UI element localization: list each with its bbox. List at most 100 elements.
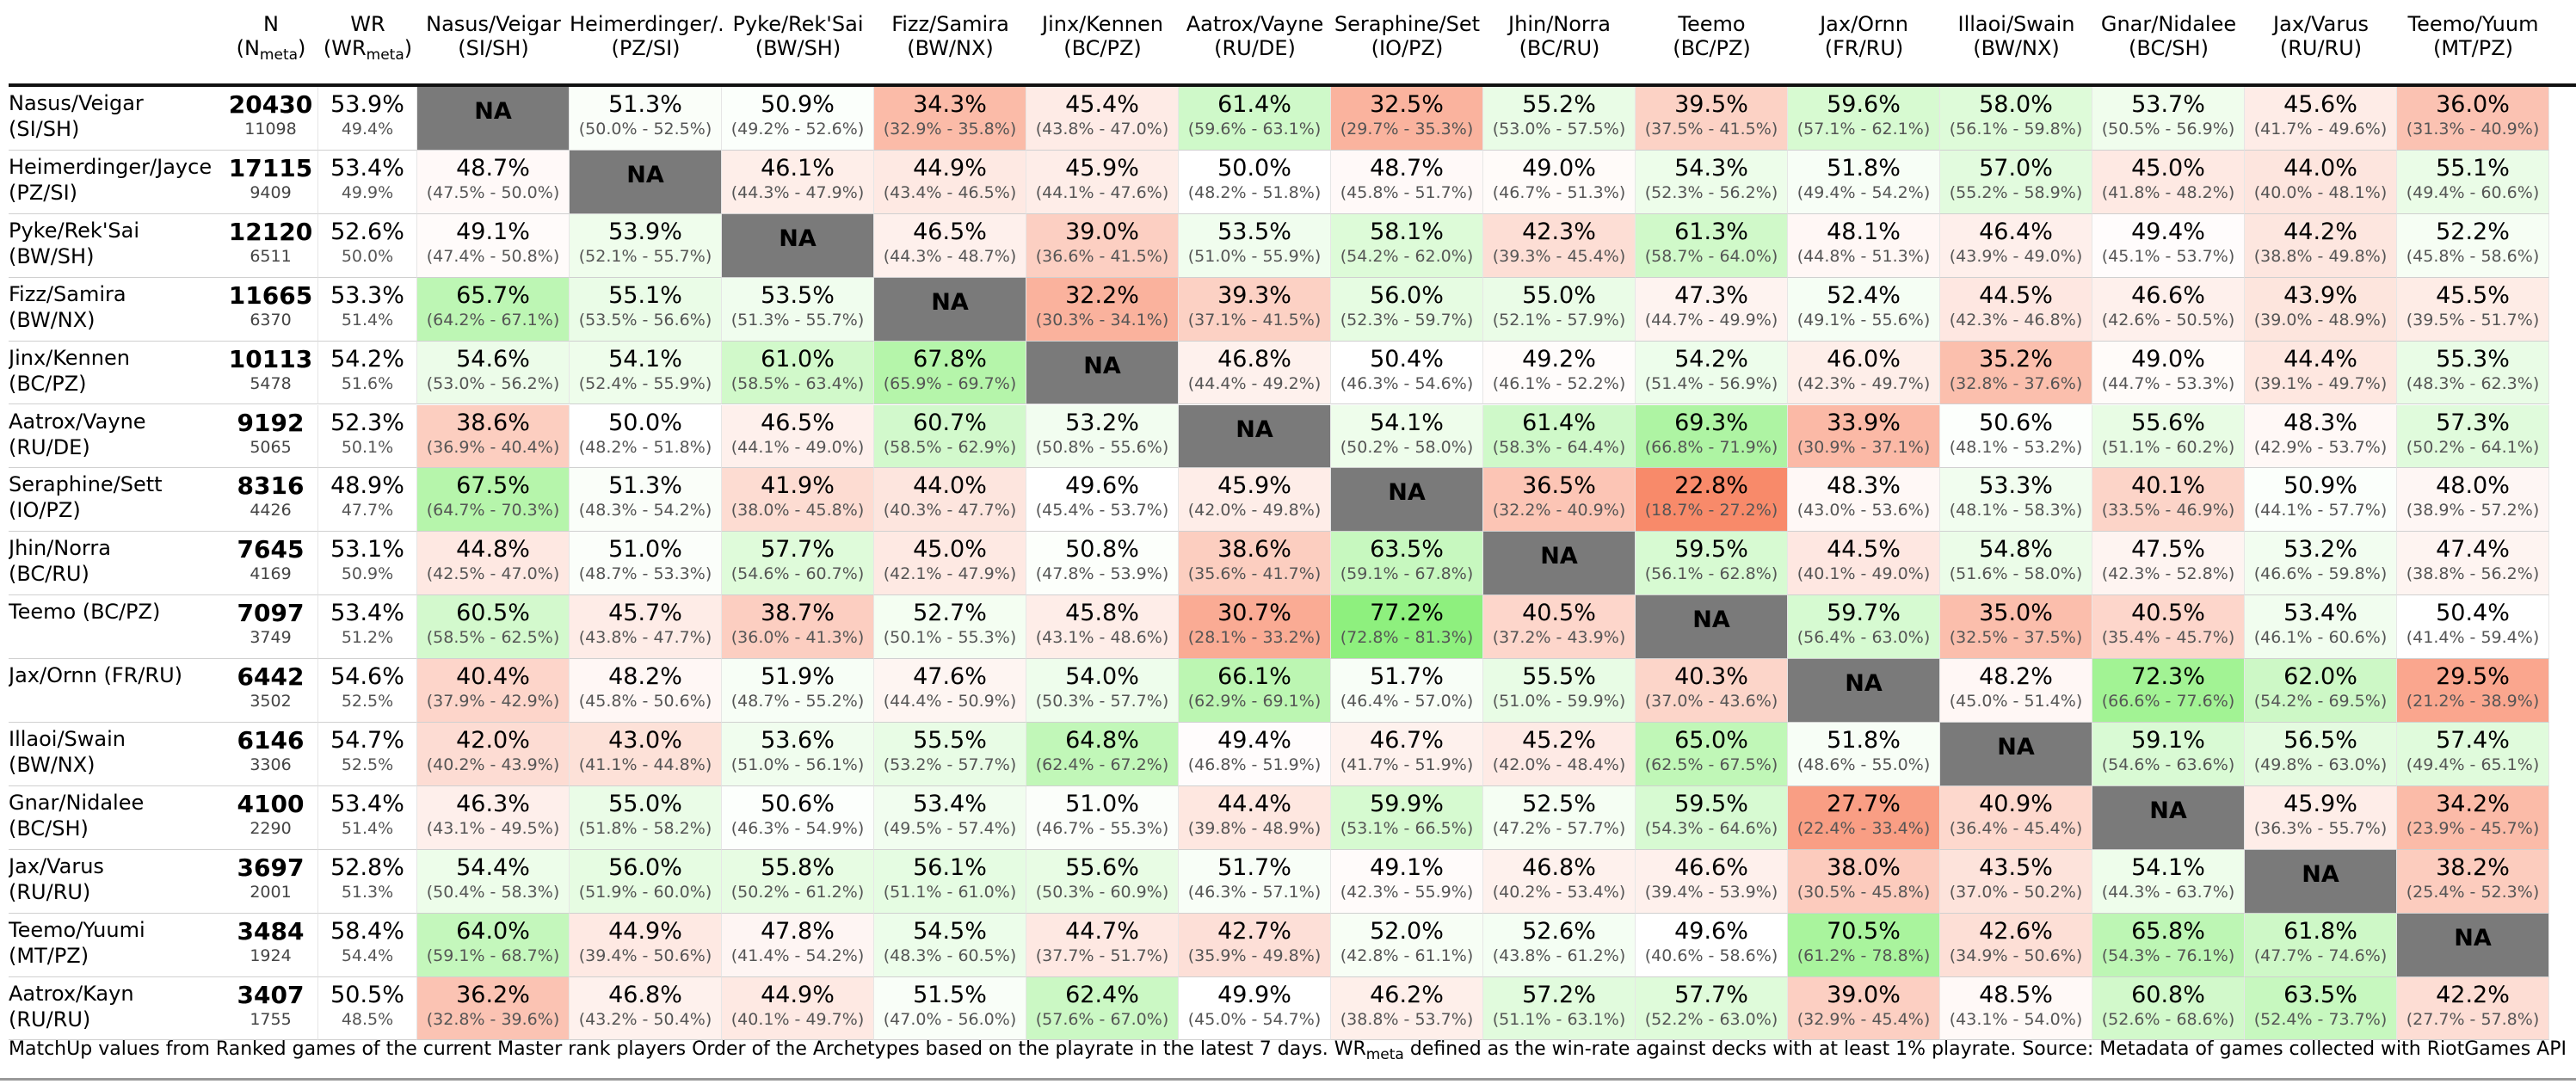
row-winrate: 48.9% 47.7%: [318, 468, 417, 533]
matchup-cell: 47.3% (44.7% - 49.9%): [1636, 277, 1788, 342]
matchup-cell: 55.1% (49.4% - 60.6%): [2397, 150, 2549, 214]
mirror-cell: NA: [2397, 913, 2549, 977]
matchup-winrate: 52.7%: [913, 600, 987, 627]
games-count: 20430: [228, 90, 313, 119]
matchup-cell: 44.5% (40.1% - 49.0%): [1788, 532, 1940, 596]
row-label: Gnar/Nidalee (BC/SH): [9, 786, 224, 850]
matchup-cell: 63.5% (59.1% - 67.8%): [1331, 532, 1483, 596]
matchup-winrate: 55.0%: [608, 790, 682, 817]
column-header: Illaoi/Swain (BW/NX): [1940, 12, 2092, 84]
matchup-winrate: 46.5%: [913, 218, 987, 245]
matchup-interval: (46.8% - 51.9%): [1187, 755, 1322, 774]
matchup-winrate: 63.5%: [1370, 536, 1444, 564]
matchup-interval: (56.4% - 63.0%): [1796, 628, 1931, 648]
matchup-cell: 42.7% (35.9% - 49.8%): [1179, 913, 1331, 977]
matchup-interval: (39.5% - 51.7%): [2406, 310, 2540, 330]
matchup-interval: (39.8% - 48.9%): [1187, 818, 1322, 838]
matchup-winrate: 45.9%: [1065, 154, 1139, 182]
matchup-interval: (47.2% - 57.7%): [1492, 818, 1626, 838]
matchup-cell: 45.7% (43.8% - 47.7%): [570, 595, 722, 660]
row-label: Jhin/Norra (BC/RU): [9, 532, 224, 596]
matchup-interval: (44.4% - 50.9%): [883, 692, 1017, 711]
matchup-interval: (56.1% - 62.8%): [1644, 564, 1778, 584]
caption-text-2: defined as the win-rate against decks wi…: [1403, 1038, 2567, 1060]
matchup-winrate: 39.0%: [1827, 981, 1901, 1008]
matchup-interval: (45.1% - 53.7%): [2101, 246, 2235, 266]
matchup-winrate: 54.2%: [1674, 345, 1748, 373]
row-winrate: 53.4% 51.2%: [318, 595, 417, 660]
mirror-cell: NA: [1331, 468, 1483, 533]
matchup-winrate: 47.8%: [761, 917, 835, 945]
column-header-name: Gnar/Nidalee: [2100, 12, 2237, 36]
matchup-interval: (66.6% - 77.6%): [2101, 692, 2235, 711]
row-count: 7097 3749: [224, 595, 318, 660]
matchup-cell: 44.4% (39.8% - 48.9%): [1179, 785, 1331, 850]
matchup-winrate: 58.1%: [1370, 218, 1444, 245]
matchup-cell: 70.5% (61.2% - 78.8%): [1788, 913, 1940, 977]
header-wr-sub: (WRmeta): [323, 36, 413, 64]
matchup-winrate: NA: [1692, 607, 1730, 634]
mirror-cell: NA: [1636, 595, 1788, 660]
games-count: 8316: [237, 471, 305, 501]
matchup-winrate: 39.0%: [1065, 218, 1139, 245]
column-header-name: Nasus/Veigar: [426, 12, 561, 36]
matchup-interval: (50.3% - 60.9%): [1035, 882, 1169, 902]
matchup-cell: 50.4% (41.4% - 59.4%): [2397, 595, 2549, 660]
matchup-winrate: 65.8%: [2131, 917, 2205, 945]
matchup-interval: (40.2% - 53.4%): [1492, 882, 1626, 902]
matchup-interval: (50.4% - 58.3%): [426, 882, 560, 902]
matchup-interval: (48.7% - 53.3%): [578, 564, 712, 584]
matchup-interval: (34.9% - 50.6%): [1949, 945, 2083, 965]
row-count: 6146 3306: [224, 723, 318, 786]
matchup-winrate: 53.6%: [761, 727, 835, 754]
matchup-cell: 39.3% (37.1% - 41.5%): [1179, 277, 1331, 342]
matchup-winrate: 77.2%: [1370, 600, 1444, 627]
column-header-region: (BC/SH): [2129, 36, 2209, 60]
row-winrate: 53.4% 51.4%: [318, 785, 417, 850]
matchup-winrate: 52.5%: [1522, 790, 1596, 817]
win-rate-meta: 50.9%: [341, 564, 394, 584]
matchup-cell: 46.0% (42.3% - 49.7%): [1788, 341, 1940, 405]
matchup-cell: 54.2% (51.4% - 56.9%): [1636, 341, 1788, 405]
matchup-interval: (65.9% - 69.7%): [883, 373, 1017, 393]
mirror-cell: NA: [874, 277, 1026, 342]
row-label: Teemo (BC/PZ): [9, 595, 224, 660]
matchup-cell: 38.2% (25.4% - 52.3%): [2397, 849, 2549, 914]
matchup-cell: 54.5% (48.3% - 60.5%): [874, 913, 1026, 977]
matchup-winrate: 49.9%: [1217, 981, 1291, 1008]
matchup-cell: 61.4% (59.6% - 63.1%): [1179, 87, 1331, 151]
matchup-interval: (39.0% - 48.9%): [2253, 310, 2388, 330]
matchup-cell: 47.6% (44.4% - 50.9%): [874, 659, 1026, 723]
matchup-interval: (47.4% - 50.8%): [426, 246, 560, 266]
matchup-interval: (50.3% - 57.7%): [1035, 692, 1169, 711]
matchup-interval: (53.2% - 57.7%): [883, 755, 1017, 774]
matchup-winrate: 45.7%: [608, 600, 682, 627]
matchup-winrate: 65.7%: [456, 281, 530, 309]
matchup-winrate: 50.6%: [761, 790, 835, 817]
column-header: Seraphine/Set (IO/PZ): [1331, 12, 1483, 84]
matchup-winrate: 47.3%: [1674, 281, 1748, 309]
matchup-winrate: 46.1%: [761, 154, 835, 182]
matchup-winrate: 38.6%: [456, 409, 530, 436]
matchup-cell: 51.0% (48.7% - 53.3%): [570, 532, 722, 596]
matchup-cell: 66.1% (62.9% - 69.1%): [1179, 659, 1331, 723]
matchup-winrate: 27.7%: [1827, 790, 1901, 817]
matchup-interval: (51.0% - 59.9%): [1492, 692, 1626, 711]
header-rule: [9, 83, 2576, 87]
win-rate-meta: 51.3%: [341, 882, 394, 902]
matchup-interval: (41.4% - 59.4%): [2406, 628, 2540, 648]
matchup-cell: 44.9% (40.1% - 49.7%): [722, 976, 874, 1041]
matchup-interval: (51.0% - 55.9%): [1187, 246, 1322, 266]
matchup-winrate: 55.1%: [2436, 154, 2510, 182]
row-label-region: (RU/RU): [9, 1007, 91, 1032]
matchup-winrate: 42.7%: [1217, 917, 1291, 945]
matchup-winrate: 53.7%: [2131, 91, 2205, 118]
matchup-winrate: 50.9%: [761, 91, 835, 118]
matchup-interval: (54.6% - 63.6%): [2101, 755, 2235, 774]
games-count: 3407: [237, 980, 305, 1009]
matchup-interval: (51.6% - 58.0%): [1949, 564, 2083, 584]
row-label-name: Jinx/Kennen: [9, 345, 130, 370]
matchup-interval: (52.1% - 55.7%): [578, 246, 712, 266]
matchup-interval: (40.6% - 58.6%): [1644, 945, 1778, 965]
matchup-interval: (52.3% - 56.2%): [1644, 182, 1778, 202]
